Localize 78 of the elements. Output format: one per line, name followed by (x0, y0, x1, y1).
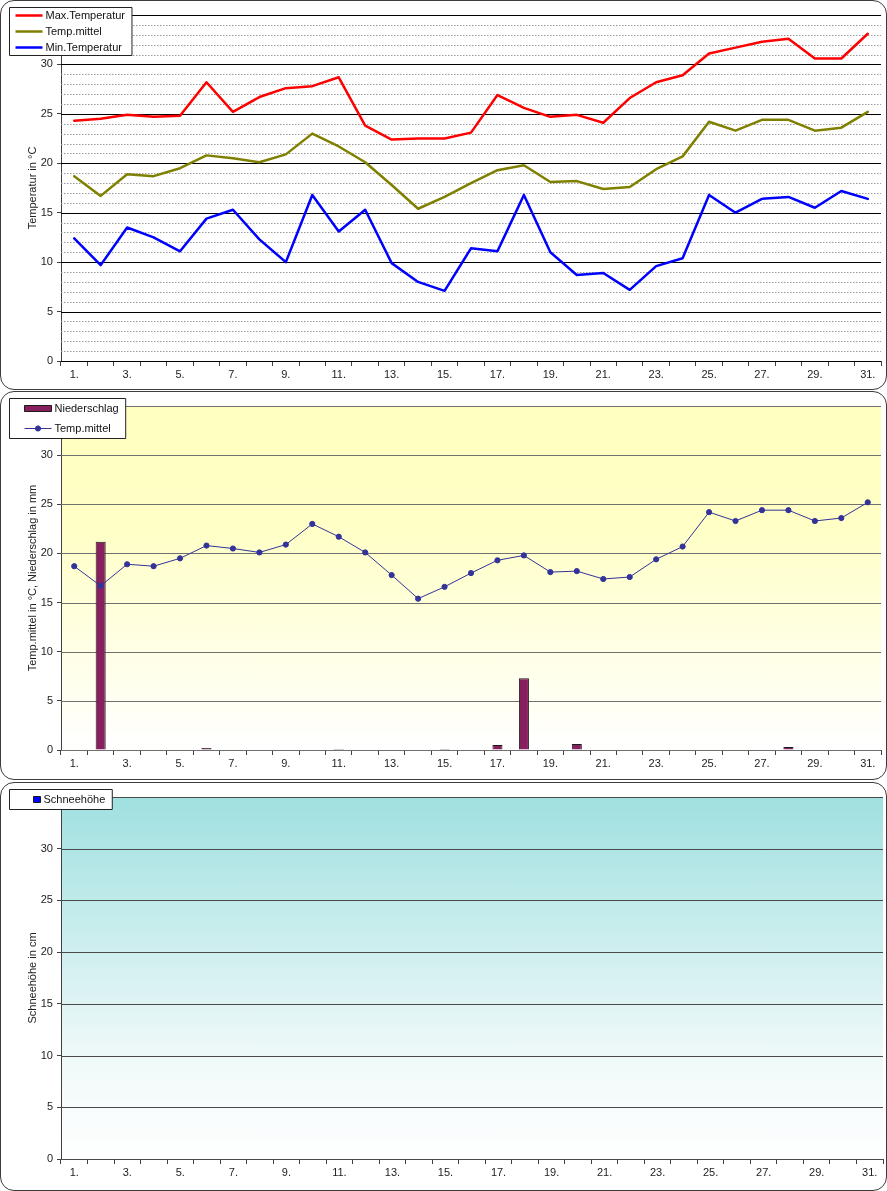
x-tick-label: 17. (489, 756, 506, 769)
x-tick-label: 31. (860, 756, 876, 769)
x-tick-label: 15. (437, 1165, 454, 1178)
x-tick-label: 5. (175, 756, 185, 769)
y-tick-label: 25 (40, 497, 53, 510)
x-tick-label: 23. (648, 756, 664, 769)
y-tick-label: 0 (46, 354, 53, 367)
y-tick-label: 0 (46, 1152, 53, 1165)
x-tick-label: 29. (809, 1165, 825, 1178)
x-tick-label: 29. (807, 756, 823, 769)
x-tick-label: 3. (122, 1165, 132, 1178)
x-tick-label: 19. (542, 756, 558, 769)
x-tick-label: 31. (860, 367, 876, 380)
x-tick-label: 11. (332, 1165, 347, 1178)
y-tick-label: 15 (40, 595, 53, 608)
x-tick-label: 1. (69, 756, 79, 769)
x-tick-label: 25. (703, 1165, 719, 1178)
y-tick-label: 10 (40, 1048, 53, 1061)
x-tick-label: 7. (228, 367, 238, 380)
x-tick-label: 9. (281, 756, 291, 769)
x-tick-label: 17. (489, 367, 506, 380)
y-tick-label: 15 (40, 205, 53, 218)
x-tick-label: 21. (595, 756, 611, 769)
x-tick-label: 27. (754, 756, 770, 769)
x-tick-label: 9. (281, 367, 291, 380)
y-axis-title: Temperatur in °C (25, 146, 38, 230)
x-tick-label: 15. (436, 367, 453, 380)
x-tick-label: 13. (384, 756, 400, 769)
x-tick-label: 7. (228, 756, 238, 769)
y-tick-label: 30 (40, 841, 53, 854)
x-tick-label: 13. (384, 1165, 401, 1178)
x-tick-label: 27. (756, 1165, 772, 1178)
y-tick-label: 20 (40, 945, 53, 958)
x-tick-label: 19. (543, 1165, 560, 1178)
x-tick-label: 21. (596, 1165, 613, 1178)
x-tick-label: 29. (807, 367, 823, 380)
legend-label: Min.Temperatur (45, 41, 123, 54)
x-tick-label: 27. (754, 367, 770, 380)
x-tick-label: 25. (701, 756, 717, 769)
x-tick-label: 3. (122, 367, 132, 380)
x-tick-label: 9. (281, 1165, 291, 1178)
y-tick-label: 10 (40, 255, 53, 268)
legend-label: Schneehöhe (43, 793, 106, 806)
y-tick-label: 10 (40, 644, 53, 657)
y-axis-title: Schneehöhe in cm (25, 932, 38, 1024)
x-tick-label: 23. (649, 1165, 666, 1178)
x-tick-label: 1. (69, 1165, 79, 1178)
y-tick-label: 20 (40, 156, 53, 169)
y-tick-label: 5 (46, 304, 53, 317)
x-tick-label: 31. (862, 1165, 878, 1178)
y-tick-label: 30 (40, 57, 53, 70)
y-axis-title: Temp.mittel in °C, Niederschlag in mm (25, 484, 38, 672)
x-tick-label: 25. (701, 367, 717, 380)
y-tick-label: 5 (46, 693, 53, 706)
y-tick-label: 25 (40, 893, 53, 906)
x-tick-label: 17. (490, 1165, 507, 1178)
x-tick-label: 1. (69, 367, 79, 380)
x-tick-label: 13. (384, 367, 400, 380)
x-tick-label: 5. (175, 367, 185, 380)
x-tick-label: 15. (436, 756, 453, 769)
y-tick-label: 15 (40, 996, 53, 1009)
legend-label: Max.Temperatur (45, 9, 126, 22)
legend-label: Niederschlag (54, 402, 119, 415)
x-tick-label: 11. (331, 367, 346, 380)
y-tick-label: 20 (40, 546, 53, 559)
x-tick-label: 21. (595, 367, 611, 380)
y-tick-label: 5 (46, 1100, 53, 1113)
y-tick-label: 30 (40, 448, 53, 461)
y-tick-label: 25 (40, 106, 53, 119)
legend-label: Temp.mittel (54, 422, 111, 435)
x-tick-label: 7. (228, 1165, 238, 1178)
y-tick-label: 0 (46, 743, 53, 756)
x-tick-label: 19. (542, 367, 558, 380)
legend-label: Temp.mittel (45, 25, 102, 38)
x-tick-label: 23. (648, 367, 664, 380)
x-tick-label: 5. (175, 1165, 185, 1178)
x-tick-label: 3. (122, 756, 132, 769)
x-tick-label: 11. (331, 756, 346, 769)
